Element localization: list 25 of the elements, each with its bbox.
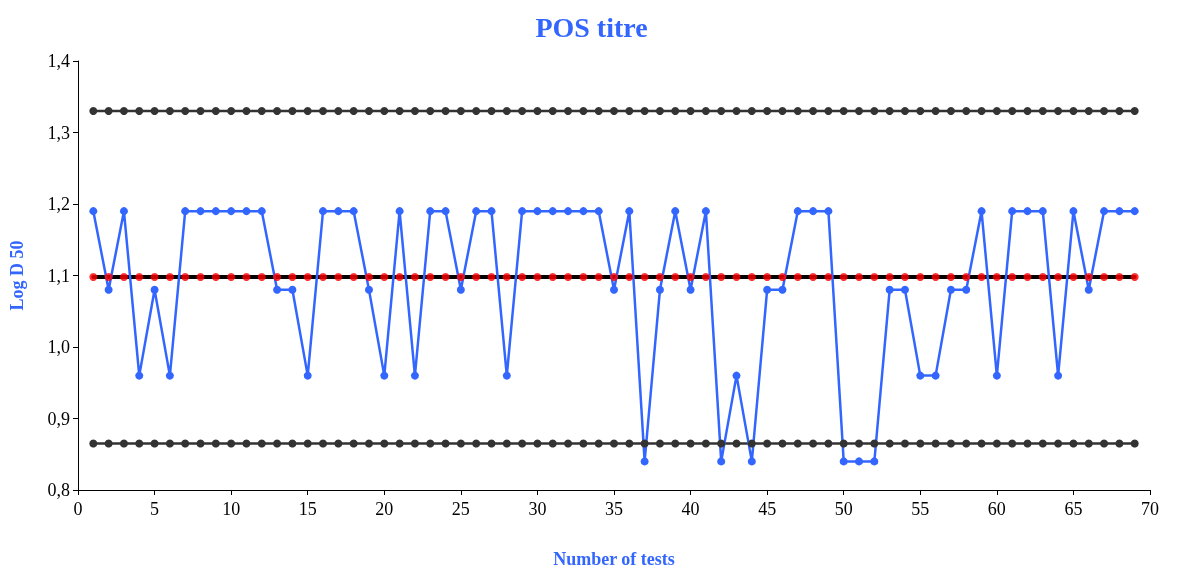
x-tick-label: 15 xyxy=(298,499,317,519)
x-tick-label: 45 xyxy=(758,499,777,519)
x-tick-label: 5 xyxy=(150,499,160,519)
x-tick-label: 25 xyxy=(451,499,470,519)
y-axis-title: Log D 50 xyxy=(7,240,27,311)
x-tick-label: 55 xyxy=(911,499,930,519)
x-tick-label: 70 xyxy=(1141,499,1159,519)
x-tick-label: 20 xyxy=(375,499,394,519)
x-axis-title: Number of tests xyxy=(553,549,675,569)
y-tick-label: 1,3 xyxy=(47,122,70,143)
y-tick-label: 1,4 xyxy=(47,51,70,71)
x-tick-label: 35 xyxy=(605,499,623,519)
y-tick-label: 0,9 xyxy=(47,408,70,429)
y-tick-label: 1,1 xyxy=(47,265,70,286)
x-tick-label: 60 xyxy=(987,499,1006,519)
y-tick-label: 1,2 xyxy=(47,194,70,214)
x-tick-label: 30 xyxy=(528,499,547,519)
x-tick-label: 65 xyxy=(1064,499,1083,519)
y-tick-label: 1,0 xyxy=(47,337,70,357)
x-tick-label: 40 xyxy=(681,499,700,519)
y-tick-label: 0,8 xyxy=(47,480,70,500)
chart-title: POS titre xyxy=(535,11,648,43)
x-tick-label: 10 xyxy=(222,499,241,519)
x-tick-label: 0 xyxy=(73,499,83,519)
x-tick-label: 50 xyxy=(834,499,853,519)
